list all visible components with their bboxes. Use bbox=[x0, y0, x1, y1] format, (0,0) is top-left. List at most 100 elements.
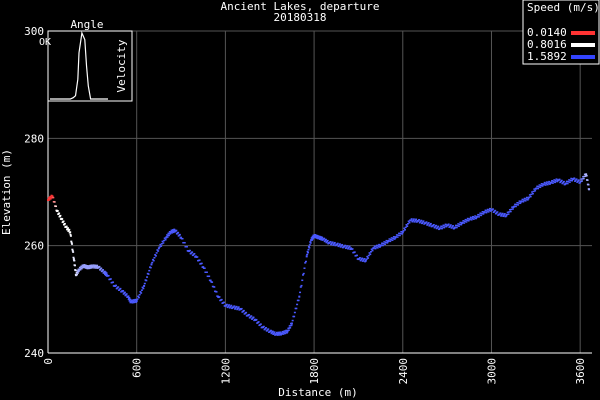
track-point bbox=[166, 236, 169, 238]
track-point bbox=[87, 266, 90, 269]
track-point bbox=[458, 223, 461, 226]
track-point bbox=[432, 224, 435, 226]
track-point bbox=[414, 219, 417, 222]
track-point bbox=[485, 211, 488, 214]
track-point bbox=[460, 223, 463, 226]
track-point bbox=[380, 244, 383, 246]
track-point bbox=[340, 245, 343, 247]
track-point bbox=[90, 267, 93, 269]
x-tick-label: 600 bbox=[131, 358, 144, 378]
track-point bbox=[302, 272, 305, 275]
track-point bbox=[82, 266, 85, 269]
track-point bbox=[341, 243, 344, 246]
track-point bbox=[510, 208, 513, 211]
track-point bbox=[366, 255, 369, 258]
track-point bbox=[547, 182, 550, 184]
track-point bbox=[474, 217, 477, 220]
track-point bbox=[297, 299, 300, 302]
track-point bbox=[455, 226, 458, 229]
track-point bbox=[550, 181, 553, 184]
track-point bbox=[513, 205, 516, 207]
data-point bbox=[298, 295, 301, 298]
track-point bbox=[136, 298, 139, 300]
track-point bbox=[154, 254, 157, 256]
track-point bbox=[358, 257, 361, 259]
track-point bbox=[225, 304, 228, 307]
track-point bbox=[121, 290, 124, 293]
track-point bbox=[188, 250, 191, 253]
y-axis-label: Elevation (m) bbox=[0, 149, 13, 235]
track-point bbox=[313, 235, 316, 237]
track-point bbox=[318, 238, 321, 240]
track-point bbox=[183, 241, 186, 244]
track-point bbox=[129, 298, 132, 301]
track-point bbox=[566, 182, 569, 185]
legend-entry-label: 1.5892 bbox=[527, 50, 567, 63]
track-point bbox=[171, 232, 174, 234]
track-point bbox=[456, 225, 459, 227]
track-point bbox=[426, 224, 429, 226]
track-point bbox=[107, 274, 110, 277]
track-point bbox=[511, 206, 514, 208]
track-point bbox=[53, 201, 56, 203]
track-point bbox=[275, 333, 278, 335]
track-point bbox=[133, 301, 136, 304]
track-point bbox=[290, 324, 293, 327]
track-point bbox=[65, 226, 68, 228]
track-point bbox=[561, 182, 564, 185]
track-point bbox=[138, 293, 141, 296]
track-point bbox=[281, 332, 284, 334]
track-point bbox=[494, 209, 497, 212]
track-point bbox=[140, 292, 143, 294]
track-point bbox=[278, 332, 281, 335]
track-point bbox=[271, 330, 274, 333]
track-point bbox=[368, 252, 371, 254]
track-point bbox=[541, 185, 544, 187]
track-point bbox=[520, 200, 523, 202]
track-point bbox=[171, 229, 174, 231]
track-point bbox=[559, 181, 562, 184]
track-point bbox=[525, 196, 528, 199]
track-point bbox=[71, 250, 74, 252]
track-point bbox=[211, 281, 214, 283]
track-point bbox=[48, 199, 51, 201]
track-point bbox=[177, 231, 180, 234]
track-point bbox=[378, 246, 381, 248]
track-point bbox=[189, 252, 192, 255]
data-point bbox=[401, 231, 404, 234]
track-point bbox=[421, 221, 424, 223]
track-point bbox=[134, 298, 137, 301]
track-point bbox=[88, 266, 91, 268]
x-axis-label: Distance (m) bbox=[278, 386, 357, 399]
track-point bbox=[164, 239, 167, 241]
track-point bbox=[558, 178, 561, 181]
track-point bbox=[94, 267, 97, 269]
track-point bbox=[405, 224, 408, 226]
track-point bbox=[262, 325, 265, 328]
track-point bbox=[304, 260, 307, 263]
track-point bbox=[359, 259, 362, 262]
track-point bbox=[403, 227, 406, 230]
track-point bbox=[248, 313, 251, 316]
track-point bbox=[514, 205, 517, 208]
track-point bbox=[101, 269, 104, 272]
track-point bbox=[301, 279, 304, 282]
track-point bbox=[156, 249, 159, 251]
track-point bbox=[97, 266, 100, 269]
track-point bbox=[499, 212, 502, 214]
track-point bbox=[265, 330, 268, 332]
track-point bbox=[336, 243, 338, 246]
track-point bbox=[496, 211, 499, 213]
track-point bbox=[402, 230, 405, 232]
track-point bbox=[404, 226, 407, 229]
track-point bbox=[498, 213, 501, 216]
x-tick-label: 2400 bbox=[397, 358, 410, 385]
track-point bbox=[208, 275, 211, 278]
track-point bbox=[326, 240, 329, 243]
track-point bbox=[365, 258, 368, 260]
track-point bbox=[142, 287, 145, 290]
data-point bbox=[72, 258, 75, 261]
track-point bbox=[445, 225, 448, 228]
track-point bbox=[525, 198, 528, 200]
track-point bbox=[71, 248, 74, 251]
